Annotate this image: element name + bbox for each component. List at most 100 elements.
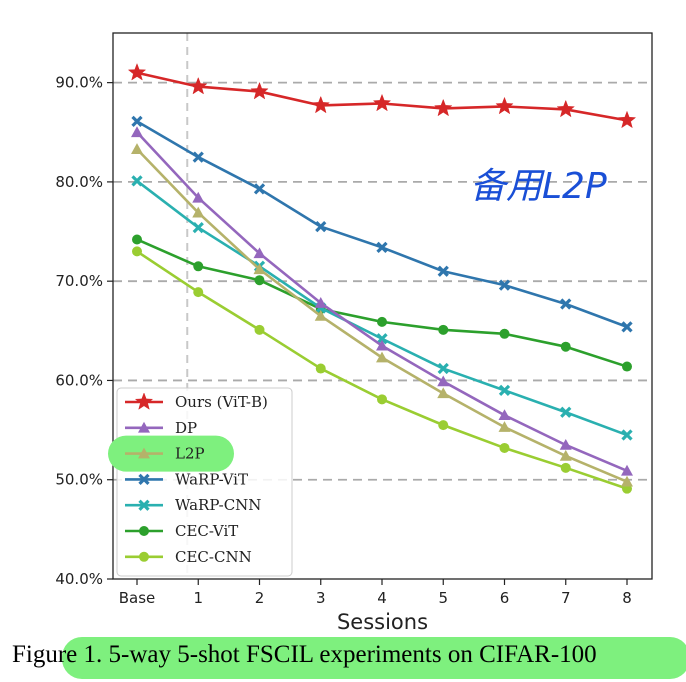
legend-item: DP: [125, 419, 197, 437]
legend-box: [116, 387, 293, 577]
plot-frame: [112, 32, 653, 580]
data-point: [556, 99, 575, 118]
data-point: [560, 406, 572, 418]
series-layer: [127, 63, 637, 494]
data-point: [437, 387, 450, 399]
legend-marker: [138, 421, 150, 433]
legend-label: CEC-CNN: [175, 548, 252, 566]
x-tick-label: 4: [377, 589, 387, 607]
y-tick-label: 50.0%: [55, 471, 103, 489]
legend: Ours (ViT-B) DP L2P WaRP-ViT WaRP-CNN CEC-ViT…: [108, 387, 293, 577]
series-warp-cnn: [131, 175, 633, 441]
data-point: [622, 361, 632, 372]
y-tick-label: 60.0%: [55, 371, 103, 389]
data-point: [254, 275, 265, 286]
legend-item: WaRP-CNN: [125, 496, 261, 514]
data-point: [315, 363, 326, 374]
chart-canvas: 40.0% 50.0% 60.0% 70.0% 80.0% 90.0% Base 1 2 3 4 5…: [55, 32, 653, 634]
legend-marker: [134, 392, 154, 410]
data-point: [621, 321, 633, 333]
legend-highlight: [108, 435, 234, 472]
data-point: [131, 126, 143, 138]
data-point: [498, 384, 511, 397]
data-point: [315, 220, 327, 233]
data-point: [314, 297, 327, 308]
data-point: [617, 110, 637, 129]
legend-label: CEC-ViT: [175, 522, 238, 540]
x-tick-label: Base: [119, 589, 156, 607]
data-point: [377, 316, 387, 327]
legend-marker: [139, 526, 149, 536]
data-point: [495, 96, 514, 115]
x-axis-ticks: Base 1 2 3 4 5 6 7 8: [119, 579, 632, 607]
data-point: [621, 464, 633, 476]
data-point: [253, 183, 266, 195]
series-cec-vit: [132, 234, 632, 372]
legend-marker: [138, 447, 150, 459]
x-tick-label: 6: [500, 589, 510, 607]
data-point: [132, 234, 142, 245]
data-point: [498, 409, 511, 420]
data-point: [499, 442, 510, 453]
data-point: [314, 309, 327, 321]
data-point: [438, 324, 449, 335]
y-tick-label: 70.0%: [55, 272, 103, 290]
data-point: [559, 449, 572, 461]
data-point: [192, 151, 204, 163]
x-tick-label: 5: [438, 589, 448, 607]
data-point: [498, 421, 511, 432]
data-point: [376, 333, 388, 345]
legend-item: CEC-CNN: [125, 548, 252, 566]
x-tick-label: 2: [255, 589, 265, 607]
x-tick-label: 1: [193, 589, 203, 607]
data-point: [131, 115, 143, 127]
data-point: [621, 429, 633, 441]
data-point: [437, 362, 449, 375]
y-tick-label: 90.0%: [55, 74, 103, 92]
y-tick-label: 80.0%: [55, 173, 103, 191]
data-point: [376, 339, 388, 351]
x-tick-label: 8: [622, 589, 632, 607]
handwritten-annotation: 备用L2P: [470, 166, 607, 207]
legend-item: Ours (ViT-B): [125, 392, 268, 411]
legend-label: WaRP-CNN: [175, 496, 261, 514]
data-point: [559, 438, 572, 450]
data-point: [621, 475, 633, 487]
data-point: [193, 261, 204, 272]
legend-item: CEC-ViT: [125, 522, 238, 540]
series-warp-vit: [131, 115, 633, 333]
data-point: [189, 76, 208, 95]
data-point: [311, 95, 330, 114]
legend-marker: [139, 551, 149, 562]
x-tick-label: 7: [561, 589, 571, 607]
data-point: [192, 221, 204, 234]
data-point: [434, 98, 453, 117]
data-point: [132, 246, 142, 257]
data-point: [192, 206, 205, 218]
series-l2p: [131, 143, 633, 487]
data-point: [192, 191, 205, 203]
data-point: [560, 341, 571, 352]
data-point: [498, 279, 511, 291]
data-point: [127, 63, 147, 81]
x-axis-title: Sessions: [337, 610, 428, 634]
data-point: [131, 175, 143, 187]
data-point: [437, 375, 450, 387]
data-point: [253, 263, 266, 275]
legend-label: WaRP-ViT: [175, 470, 248, 488]
data-point: [376, 241, 388, 254]
figure-caption: Figure 1. 5-way 5-shot FSCIL experiments…: [12, 641, 597, 668]
data-point: [499, 328, 510, 339]
caption-highlight: [62, 637, 686, 679]
legend-marker: [138, 499, 150, 511]
data-point: [560, 462, 571, 473]
series-cec-cnn: [132, 246, 632, 494]
data-point: [376, 351, 388, 363]
data-point: [437, 265, 449, 277]
y-axis-ticks: 40.0% 50.0% 60.0% 70.0% 80.0% 90.0%: [55, 74, 113, 588]
series-ours-vit-b: [127, 63, 637, 129]
data-point: [193, 287, 204, 298]
data-point: [438, 420, 449, 431]
legend-item: WaRP-ViT: [125, 470, 248, 488]
legend-item: L2P: [125, 445, 205, 463]
